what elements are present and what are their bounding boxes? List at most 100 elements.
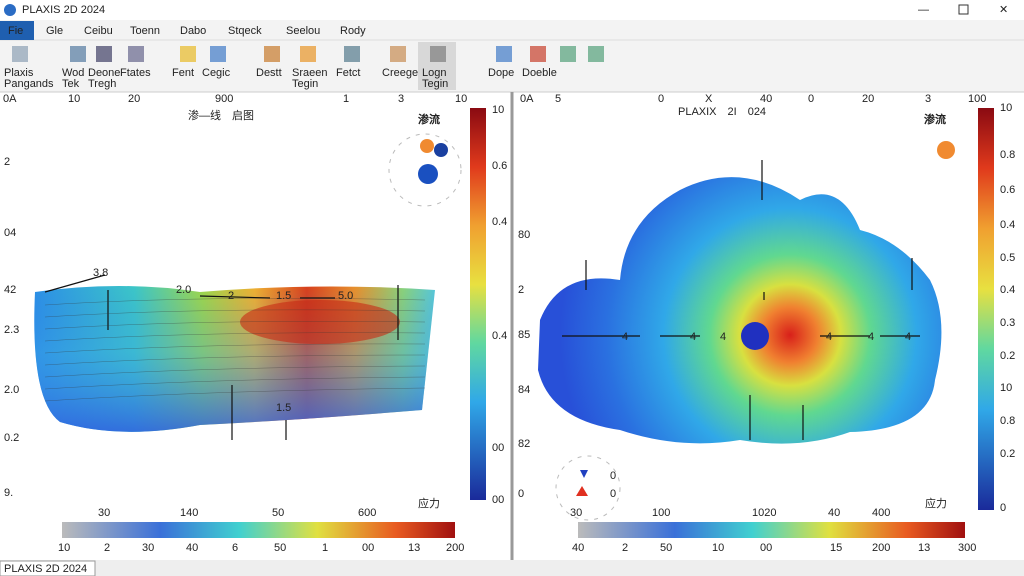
menu-tab[interactable]: Seelou <box>286 25 320 37</box>
button-icon[interactable] <box>390 46 406 62</box>
colorbar <box>470 108 486 500</box>
contour-label: 1.5 <box>276 290 291 302</box>
axis-label: 900 <box>215 93 233 105</box>
button-label: Wod <box>62 67 84 79</box>
axis-label: 9. <box>4 487 13 499</box>
scale-label: 200 <box>446 542 464 554</box>
contour-label: 2.0 <box>176 284 191 296</box>
colorbar-tick: 0.8 <box>1000 415 1015 427</box>
scale-label: 1 <box>322 542 328 554</box>
button-label: Tegin <box>292 78 318 90</box>
scale-label: 600 <box>358 507 376 519</box>
menu-tab[interactable]: Dabo <box>180 25 206 37</box>
button-icon[interactable] <box>210 46 226 62</box>
axis-label: 0 <box>658 93 664 105</box>
contour-label: 5.0 <box>338 290 353 302</box>
axis-label: 0 <box>808 93 814 105</box>
axis-label: 0A <box>520 93 534 105</box>
axis-label: 20 <box>128 93 140 105</box>
scale-label: 400 <box>872 507 890 519</box>
menu-tab[interactable]: Rody <box>340 25 366 37</box>
menu-tab[interactable]: Fie <box>8 25 23 37</box>
button-icon[interactable] <box>70 46 86 62</box>
button-icon[interactable] <box>344 46 360 62</box>
button-icon[interactable] <box>264 46 280 62</box>
view-title: 渗—线 启图 <box>188 108 254 122</box>
scale-label: 10 <box>58 542 70 554</box>
colorbar-tick: 0.4 <box>1000 284 1015 296</box>
scale-label: 13 <box>918 542 930 554</box>
axis-label: 2.3 <box>4 324 19 336</box>
colorbar-tick: 10 <box>492 104 504 116</box>
button-label: Destt <box>256 67 282 79</box>
legend-dot <box>418 164 438 184</box>
contour-label: 3.8 <box>93 267 108 279</box>
button-label: Logn <box>422 67 446 79</box>
menu-tab[interactable]: Toenn <box>130 25 160 37</box>
colorbar-tick: 0.8 <box>1000 149 1015 161</box>
axis-label: 2.0 <box>4 384 19 396</box>
close[interactable]: ✕ <box>999 4 1008 16</box>
scale-label: 30 <box>142 542 154 554</box>
axis-label: 84 <box>518 384 530 396</box>
button-icon[interactable] <box>496 46 512 62</box>
file-tab[interactable] <box>0 21 34 40</box>
button-icon[interactable] <box>12 46 28 62</box>
bottom-label: 应力 <box>418 496 440 510</box>
legend-ring <box>555 455 621 521</box>
axis-label: 0A <box>3 93 17 105</box>
button-icon[interactable] <box>560 46 576 62</box>
menu-tab[interactable]: Gle <box>46 25 63 37</box>
colorbar-tick: 0.2 <box>1000 448 1015 460</box>
axis-label: 40 <box>760 93 772 105</box>
axis-label: 42 <box>4 284 16 296</box>
button-label: Dope <box>488 67 514 79</box>
scale-label: 50 <box>272 507 284 519</box>
flow-label: 4 <box>868 331 874 343</box>
legend-dot <box>420 139 434 153</box>
maximize[interactable] <box>958 4 969 15</box>
scale-label: 2 <box>622 542 628 554</box>
hot-zone <box>240 300 400 344</box>
button-icon[interactable] <box>128 46 144 62</box>
button-icon[interactable] <box>588 46 604 62</box>
button-label: Ftates <box>120 67 151 79</box>
scale-label: 300 <box>958 542 976 554</box>
colorbar-tick: 0.4 <box>1000 219 1015 231</box>
app-icon <box>4 4 16 16</box>
legend-title: 渗流 <box>418 112 440 126</box>
axis-label: 20 <box>862 93 874 105</box>
colorbar-tick: 0.4 <box>492 330 507 342</box>
scale-label: 1020 <box>752 507 776 519</box>
minimize[interactable]: — <box>918 4 929 16</box>
colorbar <box>62 522 455 538</box>
contour-line <box>44 343 426 354</box>
contour-line <box>44 321 426 330</box>
flow-label: 4 <box>720 331 726 343</box>
button-icon[interactable] <box>300 46 316 62</box>
flow-arrow <box>199 295 271 299</box>
contour-line <box>44 332 426 342</box>
button-icon[interactable] <box>180 46 196 62</box>
scale-label: 15 <box>830 542 842 554</box>
button-icon[interactable] <box>430 46 446 62</box>
scale-label: 40 <box>186 542 198 554</box>
colorbar-tick: 10 <box>1000 382 1012 394</box>
low-zone <box>741 322 769 350</box>
axis-label: 0 <box>518 488 524 500</box>
colorbar <box>578 522 965 538</box>
colorbar-tick: 10 <box>1000 102 1012 114</box>
button-icon[interactable] <box>530 46 546 62</box>
scale-label: 13 <box>408 542 420 554</box>
scale-label: 6 <box>232 542 238 554</box>
menu-tab[interactable]: Stqeck <box>228 25 262 37</box>
marker-label: 0 <box>610 470 616 482</box>
colorbar-tick: 0.6 <box>492 160 507 172</box>
scale-label: 50 <box>660 542 672 554</box>
scale-label: 2 <box>104 542 110 554</box>
status-text: PLAXIS 2D 2024 <box>4 563 87 575</box>
axis-label: 2 <box>518 284 524 296</box>
menu-tab[interactable]: Ceibu <box>84 25 113 37</box>
button-icon[interactable] <box>96 46 112 62</box>
flow-label: 4 <box>690 331 696 343</box>
